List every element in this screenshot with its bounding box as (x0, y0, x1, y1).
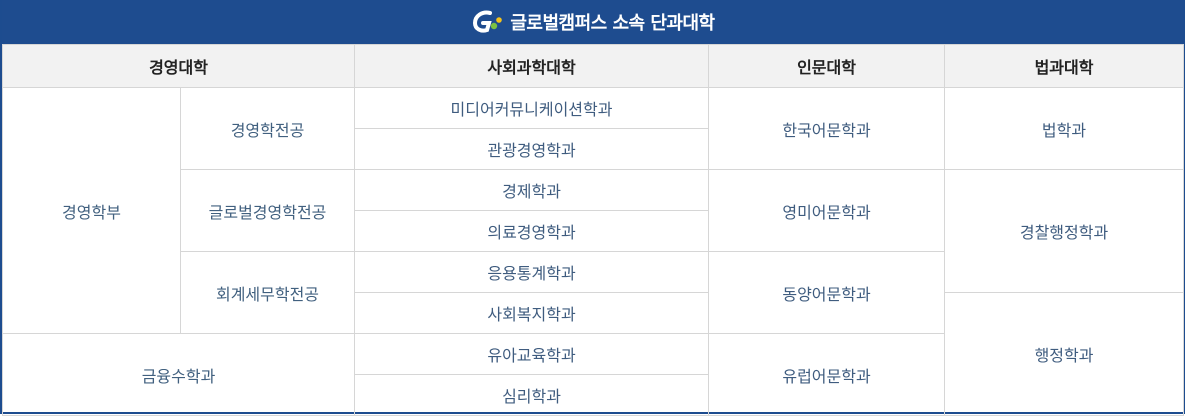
dept-law: 법학과 (944, 87, 1185, 170)
table-header-row: 경영대학 사회과학대학 인문대학 법과대학 (1, 44, 1185, 88)
page-title: 글로벌캠퍼스 소속 단과대학 (510, 13, 715, 34)
column-header-business: 경영대학 (1, 44, 356, 88)
table-row: 사회복지학과 행정학과 (3, 292, 1185, 416)
table-row: 회계세무학전공 응용통계학과 동양어문학과 (3, 251, 1184, 334)
dept-tourism-management: 관광경영학과 (354, 128, 710, 170)
table-row: 경영학부 경영학전공 미디어커뮤니케이션학과 한국어문학과 법학과 (2, 87, 1185, 334)
dept-public-administration: 행정학과 (944, 292, 1185, 416)
major-global-business: 글로벌경영학전공 (179, 169, 356, 252)
dept-psychology: 심리학과 (354, 374, 710, 416)
column-header-humanities: 인문대학 (708, 44, 946, 88)
dept-media-communication: 미디어커뮤니케이션학과 (354, 87, 710, 129)
column-header-law: 법과대학 (944, 44, 1185, 88)
dept-early-childhood-education: 유아교육학과 (354, 333, 710, 375)
dept-european-literature: 유럽어문학과 (708, 333, 946, 416)
table-row: 의료경영학과 (3, 210, 1184, 252)
table-row: 글로벌경영학전공 경제학과 영미어문학과 경찰행정학과 (3, 169, 1185, 293)
column-header-social: 사회과학대학 (354, 44, 710, 88)
table-row: 심리학과 (3, 374, 1184, 416)
major-accounting-tax: 회계세무학전공 (179, 251, 356, 334)
dept-english-literature: 영미어문학과 (708, 169, 946, 252)
dept-financial-mathematics: 금융수학과 (1, 333, 356, 416)
title-banner: 글로벌캠퍼스 소속 단과대학 (2, 0, 1183, 44)
dept-social-welfare: 사회복지학과 (354, 292, 710, 334)
dept-asian-literature: 동양어문학과 (708, 251, 946, 334)
dept-healthcare-management: 의료경영학과 (354, 210, 710, 252)
dept-police-administration: 경찰행정학과 (944, 169, 1185, 293)
major-business: 경영학전공 (179, 87, 356, 170)
dept-applied-statistics: 응용통계학과 (354, 251, 710, 293)
dept-economics: 경제학과 (354, 169, 710, 211)
table-row: 관광경영학과 (3, 128, 1184, 170)
college-table: 경영대학 사회과학대학 인문대학 법과대학 경영학부 경영학전공 미디어커뮤니케… (1, 44, 1185, 416)
table-row: 금융수학과 유아교육학과 유럽어문학과 (1, 333, 1184, 416)
dept-korean-literature: 한국어문학과 (708, 87, 946, 170)
campus-logo-icon (470, 9, 504, 35)
faculty-business-administration: 경영학부 (2, 87, 181, 334)
